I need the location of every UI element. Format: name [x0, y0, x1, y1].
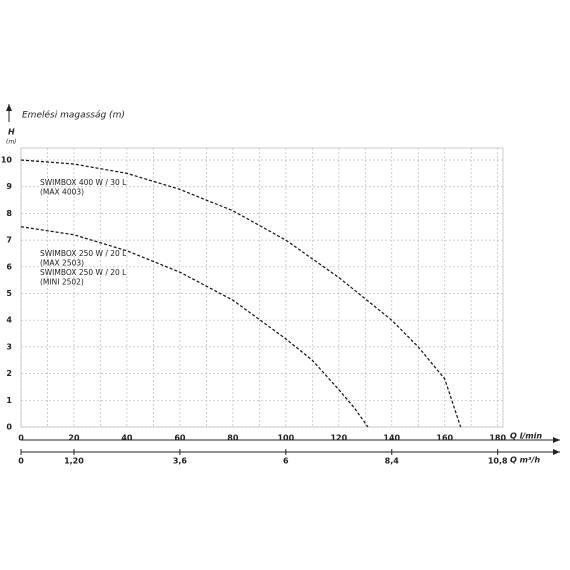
x-tick-label: 0 [18, 434, 24, 443]
y-tick-label: 8 [6, 209, 12, 218]
x-tick-label: 40 [121, 434, 133, 443]
y-tick-label: 6 [6, 262, 12, 271]
y-tick-label: 9 [6, 182, 12, 191]
chart-title: Emelési magasság (m) [22, 110, 125, 121]
curve-label: (MINI 2502) [40, 278, 84, 287]
x2-tick-label: 1,20 [64, 457, 84, 466]
x-tick-label: 100 [277, 434, 294, 443]
y-tick-label: 5 [6, 289, 12, 298]
curve-label: SWIMBOX 250 W / 20 L [40, 249, 127, 258]
x2-tick-label: 0 [18, 457, 24, 466]
x-tick-label: 160 [436, 434, 453, 443]
y-label: H [8, 128, 15, 137]
x-tick-label: 60 [174, 434, 186, 443]
x2-label: Q m³/h [510, 456, 540, 465]
x-tick-label: 140 [383, 434, 400, 443]
curve-label: SWIMBOX 250 W / 20 L [40, 268, 127, 277]
plot-area [20, 147, 504, 428]
x2-tick-label: 8,4 [385, 457, 400, 466]
y-tick-label: 7 [6, 236, 12, 245]
y-tick-label: 4 [6, 316, 12, 325]
x-tick-label: 180 [489, 434, 506, 443]
x-tick-label: 20 [68, 434, 80, 443]
x2-tick-label: 6 [283, 457, 289, 466]
curve [20, 226, 369, 428]
y-tick-label: 2 [6, 369, 12, 378]
y-tick-label: 10 [1, 156, 13, 165]
curve-label: (MAX 2503) [40, 259, 84, 268]
y-unit: (m) [6, 139, 17, 146]
curve-label: (MAX 4003) [40, 188, 84, 197]
y-tick-label: 0 [6, 423, 12, 432]
curve-label: SWIMBOX 400 W / 30 L [40, 178, 127, 187]
x-label: Q l/min [510, 432, 542, 441]
x2-tick-label: 3,6 [173, 457, 188, 466]
x-tick-label: 120 [330, 434, 347, 443]
x-tick-label: 80 [227, 434, 239, 443]
y-tick-label: 3 [6, 342, 12, 351]
y-tick-label: 1 [6, 396, 12, 405]
x2-tick-label: 10,8 [488, 457, 508, 466]
